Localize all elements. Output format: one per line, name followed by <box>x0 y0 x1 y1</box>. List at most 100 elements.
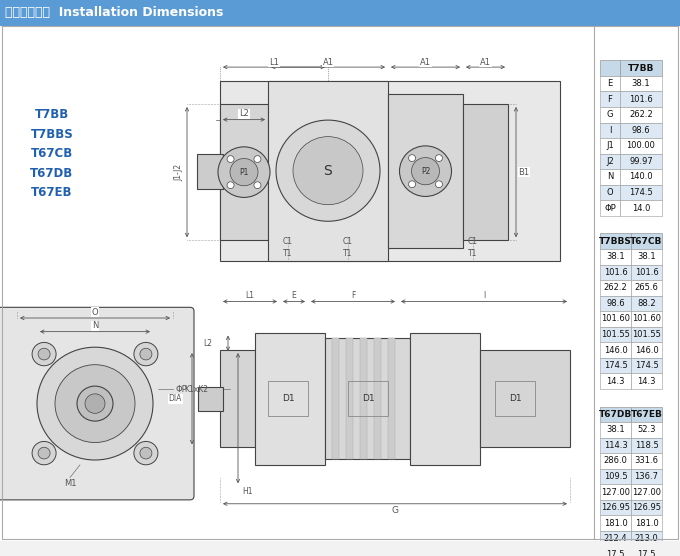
Circle shape <box>85 394 105 413</box>
Text: E: E <box>292 291 296 300</box>
Text: P2: P2 <box>421 167 430 176</box>
Text: O: O <box>607 188 613 197</box>
Text: 181.0: 181.0 <box>604 519 628 528</box>
Text: 212.4: 212.4 <box>604 534 628 543</box>
Bar <box>600 515 631 531</box>
Text: 127.00: 127.00 <box>632 488 661 497</box>
Text: F: F <box>351 291 355 300</box>
Bar <box>631 265 662 280</box>
Text: S: S <box>324 163 333 178</box>
Text: 174.5: 174.5 <box>634 361 658 370</box>
Bar <box>600 469 631 484</box>
Text: 286.0: 286.0 <box>604 456 628 465</box>
Text: 88.2: 88.2 <box>637 299 656 308</box>
Text: 262.2: 262.2 <box>604 284 628 292</box>
Circle shape <box>55 365 135 443</box>
Bar <box>600 453 631 469</box>
Text: T67EB: T67EB <box>31 186 73 199</box>
Bar <box>620 138 662 153</box>
Text: T67CB: T67CB <box>31 147 73 160</box>
Text: J2: J2 <box>606 157 614 166</box>
Bar <box>600 422 631 438</box>
Bar <box>268 381 308 416</box>
Bar <box>374 339 381 459</box>
Text: ΦP: ΦP <box>604 203 616 212</box>
Circle shape <box>435 155 443 161</box>
Bar <box>600 531 631 547</box>
Bar <box>600 296 631 311</box>
Bar <box>255 332 325 465</box>
Text: 101.60: 101.60 <box>632 315 661 324</box>
Bar <box>631 438 662 453</box>
Text: 213.0: 213.0 <box>634 534 658 543</box>
Circle shape <box>254 182 261 188</box>
Text: N: N <box>607 172 613 181</box>
Text: 140.0: 140.0 <box>629 172 653 181</box>
Text: T67CB: T67CB <box>630 237 663 246</box>
Circle shape <box>218 147 270 197</box>
Text: 101.60: 101.60 <box>601 315 630 324</box>
Bar <box>600 138 620 153</box>
Text: G: G <box>392 506 398 515</box>
Text: T1: T1 <box>284 249 292 258</box>
Text: O: O <box>92 307 99 317</box>
Bar <box>600 91 620 107</box>
Text: 14.3: 14.3 <box>607 377 625 386</box>
Text: 38.1: 38.1 <box>606 425 625 434</box>
Text: ΦP: ΦP <box>175 385 187 394</box>
Text: P1: P1 <box>239 168 249 177</box>
Bar <box>388 95 463 248</box>
Bar <box>325 339 410 459</box>
Text: I: I <box>483 291 485 300</box>
Text: 14.0: 14.0 <box>632 203 650 212</box>
Bar <box>220 350 255 448</box>
Bar <box>600 169 620 185</box>
Text: 101.55: 101.55 <box>601 330 630 339</box>
Text: 38.1: 38.1 <box>606 252 625 261</box>
Text: 101.6: 101.6 <box>629 95 653 104</box>
Text: 265.6: 265.6 <box>634 284 658 292</box>
Bar <box>631 453 662 469</box>
Text: 101.6: 101.6 <box>634 268 658 277</box>
Bar <box>631 515 662 531</box>
Text: N: N <box>92 321 98 330</box>
Bar <box>495 381 535 416</box>
Circle shape <box>409 181 415 187</box>
Circle shape <box>38 447 50 459</box>
Text: 14.3: 14.3 <box>637 377 656 386</box>
Text: 174.5: 174.5 <box>629 188 653 197</box>
Text: C1: C1 <box>343 237 353 246</box>
Bar <box>600 438 631 453</box>
Bar <box>631 422 662 438</box>
Bar <box>220 81 560 261</box>
Circle shape <box>435 181 443 187</box>
Bar <box>600 249 631 265</box>
Bar <box>600 547 631 556</box>
Text: 38.1: 38.1 <box>637 252 656 261</box>
Text: T7BBS: T7BBS <box>31 128 73 141</box>
Bar <box>600 374 631 389</box>
Circle shape <box>230 158 258 186</box>
Bar <box>600 484 631 500</box>
Bar <box>600 200 620 216</box>
Circle shape <box>254 156 261 162</box>
Text: 146.0: 146.0 <box>634 346 658 355</box>
Text: 109.5: 109.5 <box>604 472 628 481</box>
Text: 174.5: 174.5 <box>604 361 628 370</box>
Bar <box>631 280 662 296</box>
Text: B1: B1 <box>518 168 530 177</box>
Text: 98.6: 98.6 <box>606 299 625 308</box>
Text: J1-J2: J1-J2 <box>175 163 184 181</box>
Text: I: I <box>609 126 611 135</box>
Bar <box>600 358 631 374</box>
Bar <box>600 265 631 280</box>
Bar <box>620 169 662 185</box>
Text: L1: L1 <box>269 58 279 67</box>
Bar <box>631 358 662 374</box>
Text: T1: T1 <box>469 249 477 258</box>
Text: A1: A1 <box>322 58 333 67</box>
Bar <box>388 339 395 459</box>
Text: 100.00: 100.00 <box>626 141 656 150</box>
Bar <box>332 339 339 459</box>
Bar <box>348 381 388 416</box>
